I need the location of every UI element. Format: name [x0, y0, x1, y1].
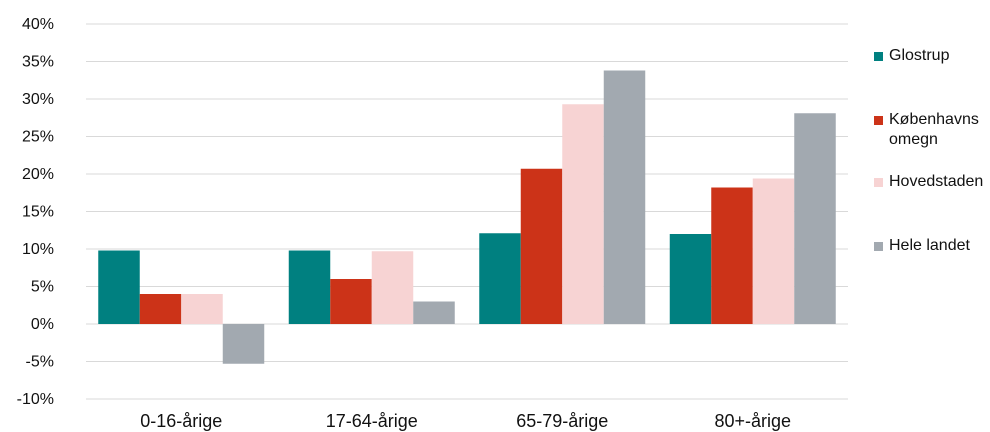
legend-swatch — [874, 52, 883, 61]
bar-københavns-omegn-3 — [520, 168, 563, 324]
bar-hele-landet-1 — [222, 324, 265, 364]
x-category-label: 0-16-årige — [140, 411, 222, 431]
legend-item: Københavns omegn — [874, 110, 990, 150]
legend-swatch — [874, 242, 883, 251]
x-category-label: 65-79-årige — [516, 411, 608, 431]
y-tick-label: 25% — [22, 129, 54, 146]
bar-glostrup-4 — [669, 234, 712, 324]
x-category-label: 17-64-årige — [326, 411, 418, 431]
y-tick-label: 20% — [22, 166, 54, 183]
y-tick-label: 35% — [22, 54, 54, 71]
bar-hovedstaden-4 — [752, 178, 795, 324]
y-axis-ticks: -10% -5% 0% 5% 10% 15% 20% 25% 30% 35% 40% — [17, 16, 54, 408]
legend-item: Hovedstaden — [874, 172, 990, 192]
bar-glostrup-1 — [98, 250, 140, 324]
bar-hovedstaden-1 — [181, 294, 223, 324]
bar-hovedstaden-3 — [562, 104, 604, 324]
bar-københavns-omegn-4 — [711, 187, 753, 324]
bar-hele-landet-2 — [413, 301, 455, 324]
y-tick-label: 5% — [31, 279, 54, 296]
legend-swatch — [874, 178, 883, 187]
legend-label: Københavns omegn — [889, 111, 979, 148]
y-tick-label: 10% — [22, 241, 54, 258]
y-tick-label: 40% — [22, 16, 54, 33]
bar-hele-landet-3 — [603, 70, 646, 324]
y-tick-label: 30% — [22, 91, 54, 108]
y-tick-label: 15% — [22, 204, 54, 221]
bar-hovedstaden-2 — [371, 251, 414, 324]
y-tick-label: -5% — [26, 354, 54, 371]
bar-hele-landet-4 — [794, 113, 836, 324]
bar-glostrup-2 — [288, 250, 331, 324]
bar-københavns-omegn-2 — [330, 279, 372, 324]
legend-label: Glostrup — [889, 47, 950, 64]
bars — [98, 70, 836, 364]
legend-label: Hovedstaden — [889, 173, 984, 190]
x-axis-labels: 0-16-årige 17-64-årige 65-79-årige 80+-årig… — [140, 411, 791, 431]
legend-label: Hele landet — [889, 237, 970, 254]
legend-item: Glostrup — [874, 46, 990, 66]
x-category-label: 80+-årige — [714, 411, 791, 431]
legend-swatch — [874, 116, 883, 125]
legend-item: Hele landet — [874, 236, 990, 256]
y-tick-label: 0% — [31, 316, 54, 333]
y-tick-label: -10% — [17, 391, 54, 408]
bar-glostrup-3 — [479, 233, 521, 324]
bar-københavns-omegn-1 — [139, 294, 182, 324]
